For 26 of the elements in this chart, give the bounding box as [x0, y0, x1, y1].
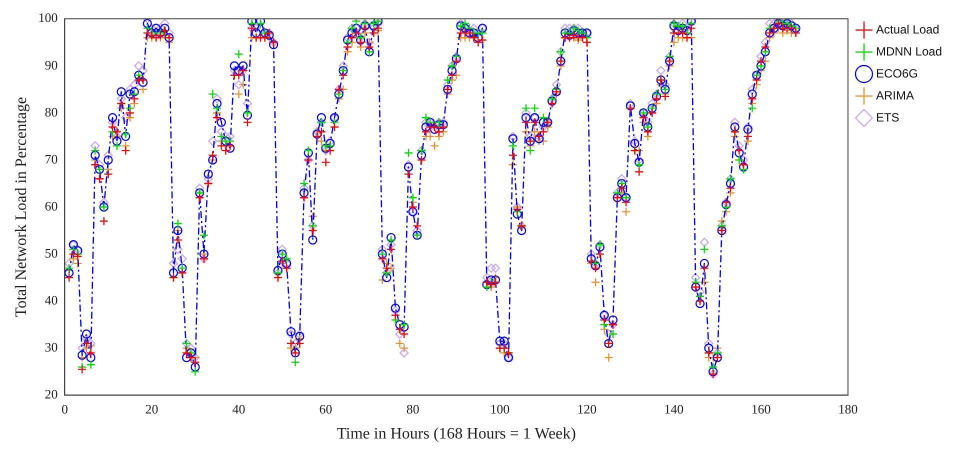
x-tick-label: 20: [145, 401, 158, 416]
legend-label: ARIMA: [876, 88, 914, 102]
y-tick-label: 60: [44, 198, 58, 214]
x-tick-label: 60: [319, 401, 332, 416]
x-tick-label: 80: [406, 401, 420, 416]
y-tick-label: 70: [44, 151, 58, 166]
x-tick-label: 0: [61, 401, 68, 416]
legend-label: ETS: [876, 110, 900, 124]
y-tick-label: 20: [44, 386, 58, 402]
x-tick-label: 160: [751, 401, 771, 416]
y-tick-label: 50: [44, 245, 58, 260]
y-tick-label: 40: [44, 292, 58, 308]
x-tick-label: 100: [490, 401, 510, 416]
y-axis-title: Total Network Load in Percentage: [12, 96, 30, 318]
legend-label: Actual Load: [876, 22, 940, 36]
x-tick-label: 140: [664, 401, 684, 416]
legend-label: MDNN Load: [876, 44, 942, 58]
x-tick-label: 180: [838, 401, 858, 416]
x-axis-title: Time in Hours (168 Hours = 1 Week): [336, 426, 576, 443]
x-tick-label: 120: [577, 401, 597, 416]
y-tick-label: 90: [44, 57, 58, 72]
legend-label: ECO6G: [876, 66, 918, 80]
y-tick-label: 30: [44, 340, 58, 355]
x-tick-label: 40: [232, 401, 246, 416]
y-tick-label: 80: [44, 104, 58, 120]
y-tick-label: 100: [38, 10, 58, 26]
